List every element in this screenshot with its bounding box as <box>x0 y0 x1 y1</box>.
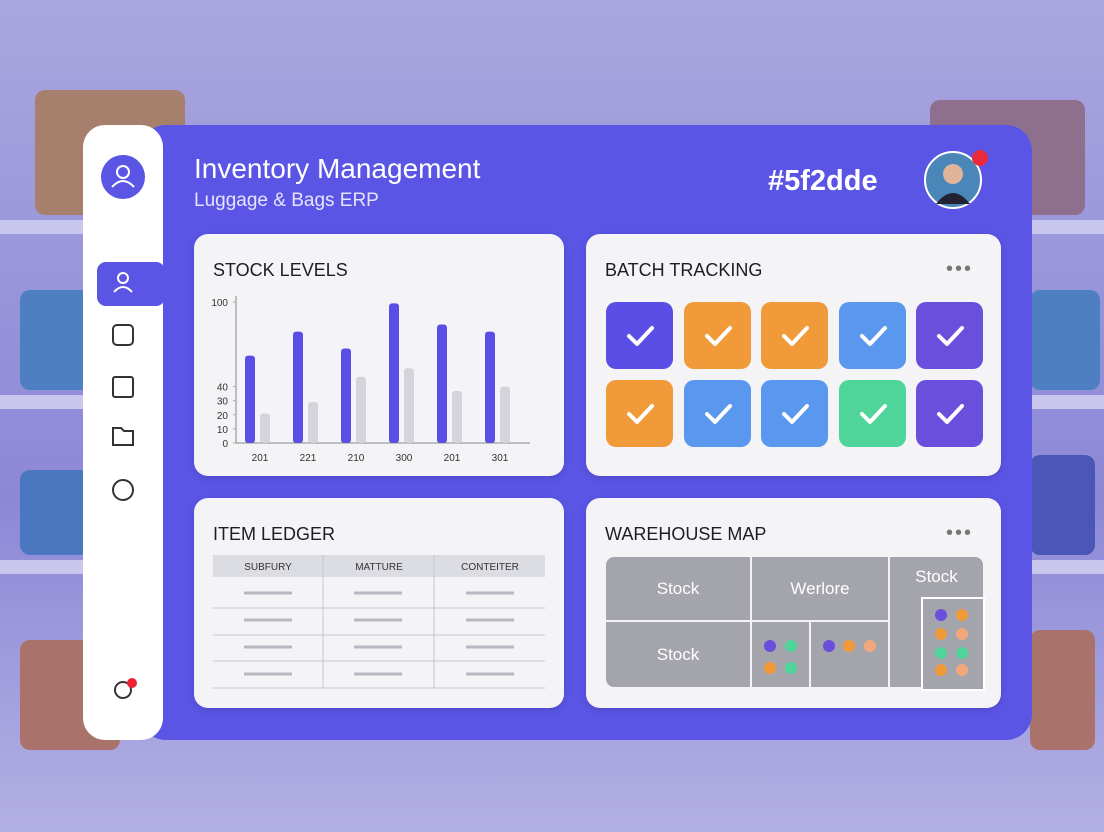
map-dot <box>785 662 797 674</box>
item-ledger-card: ITEM LEDGER SUBFURY MATTURE CONTEITER <box>194 498 564 708</box>
check-icon <box>859 326 887 346</box>
batch-tile[interactable] <box>838 302 906 369</box>
check-icon <box>859 404 887 424</box>
batch-tile[interactable] <box>606 380 673 447</box>
menu-button[interactable]: ••• <box>945 258 973 280</box>
nav-item[interactable] <box>112 479 134 501</box>
y-tick-label: 0 <box>222 439 228 450</box>
suitcase <box>20 470 90 555</box>
map-dot <box>764 662 776 674</box>
card-title: WAREHOUSE MAP <box>605 524 767 544</box>
x-tick-label: 300 <box>396 453 413 464</box>
batch-tile[interactable] <box>916 302 983 369</box>
map-zone[interactable]: Stock <box>606 557 750 620</box>
map-dot <box>764 640 776 652</box>
check-icon <box>782 326 809 346</box>
y-tick-label: 100 <box>211 298 228 309</box>
stock-levels-card: STOCK LEVELS 0 10 20 30 40 100 201 221 210 300 201… <box>194 234 564 476</box>
sidebar-icons <box>97 155 165 699</box>
menu-button[interactable]: ••• <box>945 522 973 544</box>
check-icon <box>627 326 654 346</box>
check-icon <box>782 404 809 424</box>
map-zone[interactable]: Werlore <box>752 557 888 620</box>
batch-tracking-card: BATCH TRACKING ••• <box>586 234 1001 476</box>
map-zone[interactable]: Stock <box>606 622 750 687</box>
x-tick-label: 210 <box>348 453 365 464</box>
nav-item-active[interactable] <box>97 262 165 306</box>
ledger-table: SUBFURY MATTURE CONTEITER <box>213 555 545 689</box>
suitcase <box>1030 290 1100 390</box>
bar <box>308 402 318 443</box>
x-tick-label: 201 <box>252 453 269 464</box>
map-dot <box>823 640 835 652</box>
batch-tile[interactable] <box>916 380 983 447</box>
bar <box>260 413 270 443</box>
bar <box>485 331 495 443</box>
batch-tile[interactable] <box>761 302 828 369</box>
y-tick-label: 20 <box>217 411 229 422</box>
suitcase <box>1030 630 1095 750</box>
user-avatar[interactable] <box>924 148 990 212</box>
map-dot <box>843 640 855 652</box>
batch-tile[interactable] <box>838 380 906 447</box>
map-dot <box>935 647 947 659</box>
page-title: Inventory Management <box>194 153 481 184</box>
bar <box>245 355 255 443</box>
nav-item[interactable] <box>114 681 132 699</box>
batch-tile[interactable] <box>606 302 673 369</box>
map-dot <box>956 647 968 659</box>
batch-tile[interactable] <box>761 380 828 447</box>
map-dot <box>956 609 968 621</box>
map-dot <box>935 628 947 640</box>
check-icon <box>627 404 654 424</box>
nav-item[interactable] <box>112 376 134 398</box>
page-subtitle: Luggage & Bags ERP <box>194 190 379 211</box>
batch-tile[interactable] <box>683 302 751 369</box>
code-label: #5f2dde <box>768 165 878 197</box>
map-dot <box>864 640 876 652</box>
bar <box>341 348 351 443</box>
suitcase <box>20 290 90 390</box>
nav-item[interactable] <box>112 427 134 446</box>
map-dot <box>935 664 947 676</box>
x-tick-label: 301 <box>492 453 509 464</box>
card-title: ITEM LEDGER <box>213 524 336 544</box>
map-dot <box>956 628 968 640</box>
warehouse-map-card: WAREHOUSE MAP ••• Stock Werlore Stock St… <box>586 498 1001 708</box>
check-icon <box>704 326 732 346</box>
card-title: STOCK LEVELS <box>213 260 348 280</box>
bar <box>404 368 414 443</box>
check-icon <box>704 404 732 424</box>
bar <box>293 331 303 443</box>
column-header: SUBFURY <box>244 562 292 573</box>
bar <box>356 376 366 443</box>
card-title: BATCH TRACKING <box>605 260 763 280</box>
column-header: CONTEITER <box>461 562 519 573</box>
map-dot <box>935 609 947 621</box>
check-icon <box>937 404 964 424</box>
map-zone[interactable] <box>921 597 985 691</box>
y-tick-label: 40 <box>217 383 229 394</box>
nav-item[interactable] <box>112 324 134 346</box>
map-zone[interactable] <box>752 622 809 687</box>
batch-tile[interactable] <box>683 380 751 447</box>
x-tick-label: 221 <box>300 453 317 464</box>
bar-chart: 0 10 20 30 40 100 201 221 210 300 201 301 <box>211 296 530 464</box>
y-tick-label: 30 <box>217 397 229 408</box>
map-zone[interactable] <box>811 622 888 687</box>
map-dot <box>785 640 797 652</box>
column-header: MATTURE <box>355 562 403 573</box>
y-tick-label: 10 <box>217 425 229 436</box>
sidebar <box>83 125 165 740</box>
bar <box>452 390 462 443</box>
bar <box>389 303 399 443</box>
bar <box>500 386 510 443</box>
x-tick-label: 201 <box>444 453 461 464</box>
suitcase <box>1030 455 1095 555</box>
check-icon <box>937 326 964 346</box>
bar <box>437 324 447 443</box>
map-dot <box>956 664 968 676</box>
